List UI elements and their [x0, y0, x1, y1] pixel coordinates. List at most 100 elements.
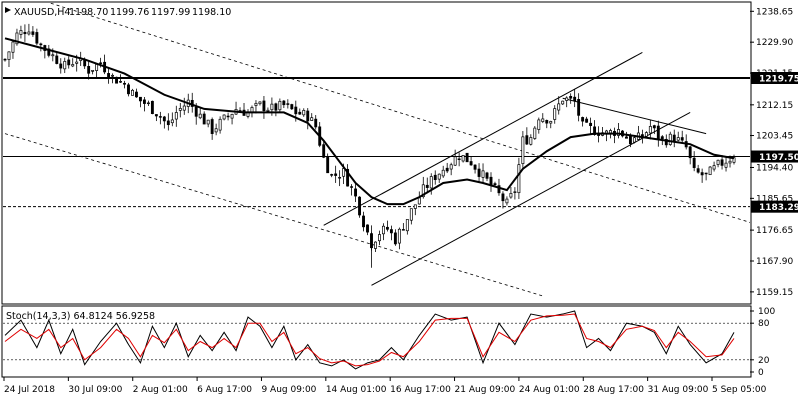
candle-bear-body [672, 134, 676, 142]
candle-bear-body [624, 136, 628, 139]
candle [366, 224, 369, 236]
candle-bull-body [644, 132, 648, 137]
candle [182, 97, 186, 115]
ohlc-low: 1197.99 [151, 7, 190, 18]
stochastic-title: Stoch(14,3,3) 64.8124 56.9258 [6, 311, 155, 322]
candle-bull-body [708, 166, 712, 176]
candle-bear-body [150, 100, 154, 115]
candle [230, 113, 234, 125]
price-panel: 1238.651229.901221.151212.151203.451194.… [1, 1, 800, 305]
candle-bear-body [581, 117, 585, 122]
candle [676, 131, 680, 142]
candle [413, 204, 417, 216]
candle [198, 108, 202, 120]
candle-bear-body [433, 174, 437, 181]
candle [162, 115, 166, 129]
candle [302, 108, 306, 117]
candle [537, 117, 541, 134]
candle [330, 173, 334, 178]
candle-bull-body [509, 193, 513, 198]
candle [704, 172, 708, 181]
candle-bear-body [194, 106, 198, 117]
candle-bull-body [63, 61, 67, 70]
candle-bear-body [127, 84, 130, 95]
candle [716, 159, 720, 168]
candle [401, 223, 405, 231]
candle-bear-body [545, 120, 549, 124]
time-axis-label: 28 Aug 17:00 [583, 385, 644, 395]
candle-bear-body [334, 173, 338, 176]
candle [59, 58, 63, 74]
candle-bear-body [3, 58, 7, 61]
candle-bear-body [83, 59, 87, 67]
candle [541, 113, 545, 124]
candle-bull-body [214, 128, 218, 133]
candle-bull-body [250, 107, 254, 113]
candle [696, 164, 700, 174]
candle [282, 99, 286, 109]
candle-bear-body [210, 119, 214, 134]
candle [397, 227, 401, 250]
candle-bull-body [182, 105, 186, 111]
candle-bull-body [481, 170, 485, 178]
candle [652, 124, 656, 135]
candle [437, 173, 441, 183]
candle-bull-body [222, 114, 226, 120]
price-axis-label: 1203.45 [756, 132, 793, 142]
candle-bear-body [700, 172, 704, 176]
candle [290, 103, 294, 111]
candle-bear-body [593, 126, 597, 135]
candle-bear-body [87, 66, 91, 74]
candle [648, 119, 652, 140]
candle [135, 88, 138, 98]
candle [23, 24, 27, 42]
candle-bull-body [537, 119, 541, 130]
candle [222, 114, 226, 121]
trend-line-resistance-line [562, 97, 707, 135]
candle [119, 74, 122, 84]
candle [433, 170, 437, 185]
price-level-tag [751, 72, 798, 84]
candle-bear-body [589, 122, 593, 127]
price-level-label: 1219.75 [759, 75, 800, 85]
candle-bear-body [385, 226, 389, 230]
time-axis-label: 5 Sep 05:00 [712, 385, 767, 395]
candle-bull-body [529, 137, 533, 145]
candle [226, 112, 230, 121]
price-axis-label: 1194.40 [756, 163, 793, 173]
candle [146, 100, 150, 107]
candle [123, 80, 126, 89]
candle [218, 116, 222, 134]
candle [724, 156, 728, 172]
collapse-triangle-icon[interactable] [5, 7, 11, 13]
candle [258, 101, 262, 106]
candle-bull-body [278, 100, 282, 111]
candle [469, 156, 473, 166]
candle [477, 163, 481, 183]
candle [381, 223, 385, 241]
candle [166, 113, 170, 131]
candle-bear-body [577, 99, 581, 116]
price-axis-label: 1212.15 [756, 101, 793, 111]
candle [19, 25, 23, 39]
time-axis: 24 Jul 2018 30 Jul 09:00 2 Aug 01:00 6 Aug … [3, 377, 767, 395]
candle-bear-body [142, 99, 146, 104]
candle [720, 155, 724, 170]
candle [326, 153, 330, 174]
candle [712, 161, 716, 172]
candle [202, 111, 206, 125]
candle-bear-body [362, 215, 365, 228]
candle [545, 119, 549, 129]
candle-bull-body [230, 113, 234, 119]
candle-bear-body [457, 158, 461, 160]
candle-bear-body [585, 118, 589, 123]
candle [461, 155, 465, 163]
candle [569, 93, 573, 104]
candle [533, 126, 537, 140]
candle [111, 73, 115, 84]
candle-bull-body [517, 164, 521, 194]
candle-bull-body [632, 137, 636, 143]
trend-line-descending-lower [4, 133, 543, 297]
candle-bull-body [397, 228, 401, 244]
candle-bull-body [381, 225, 385, 235]
